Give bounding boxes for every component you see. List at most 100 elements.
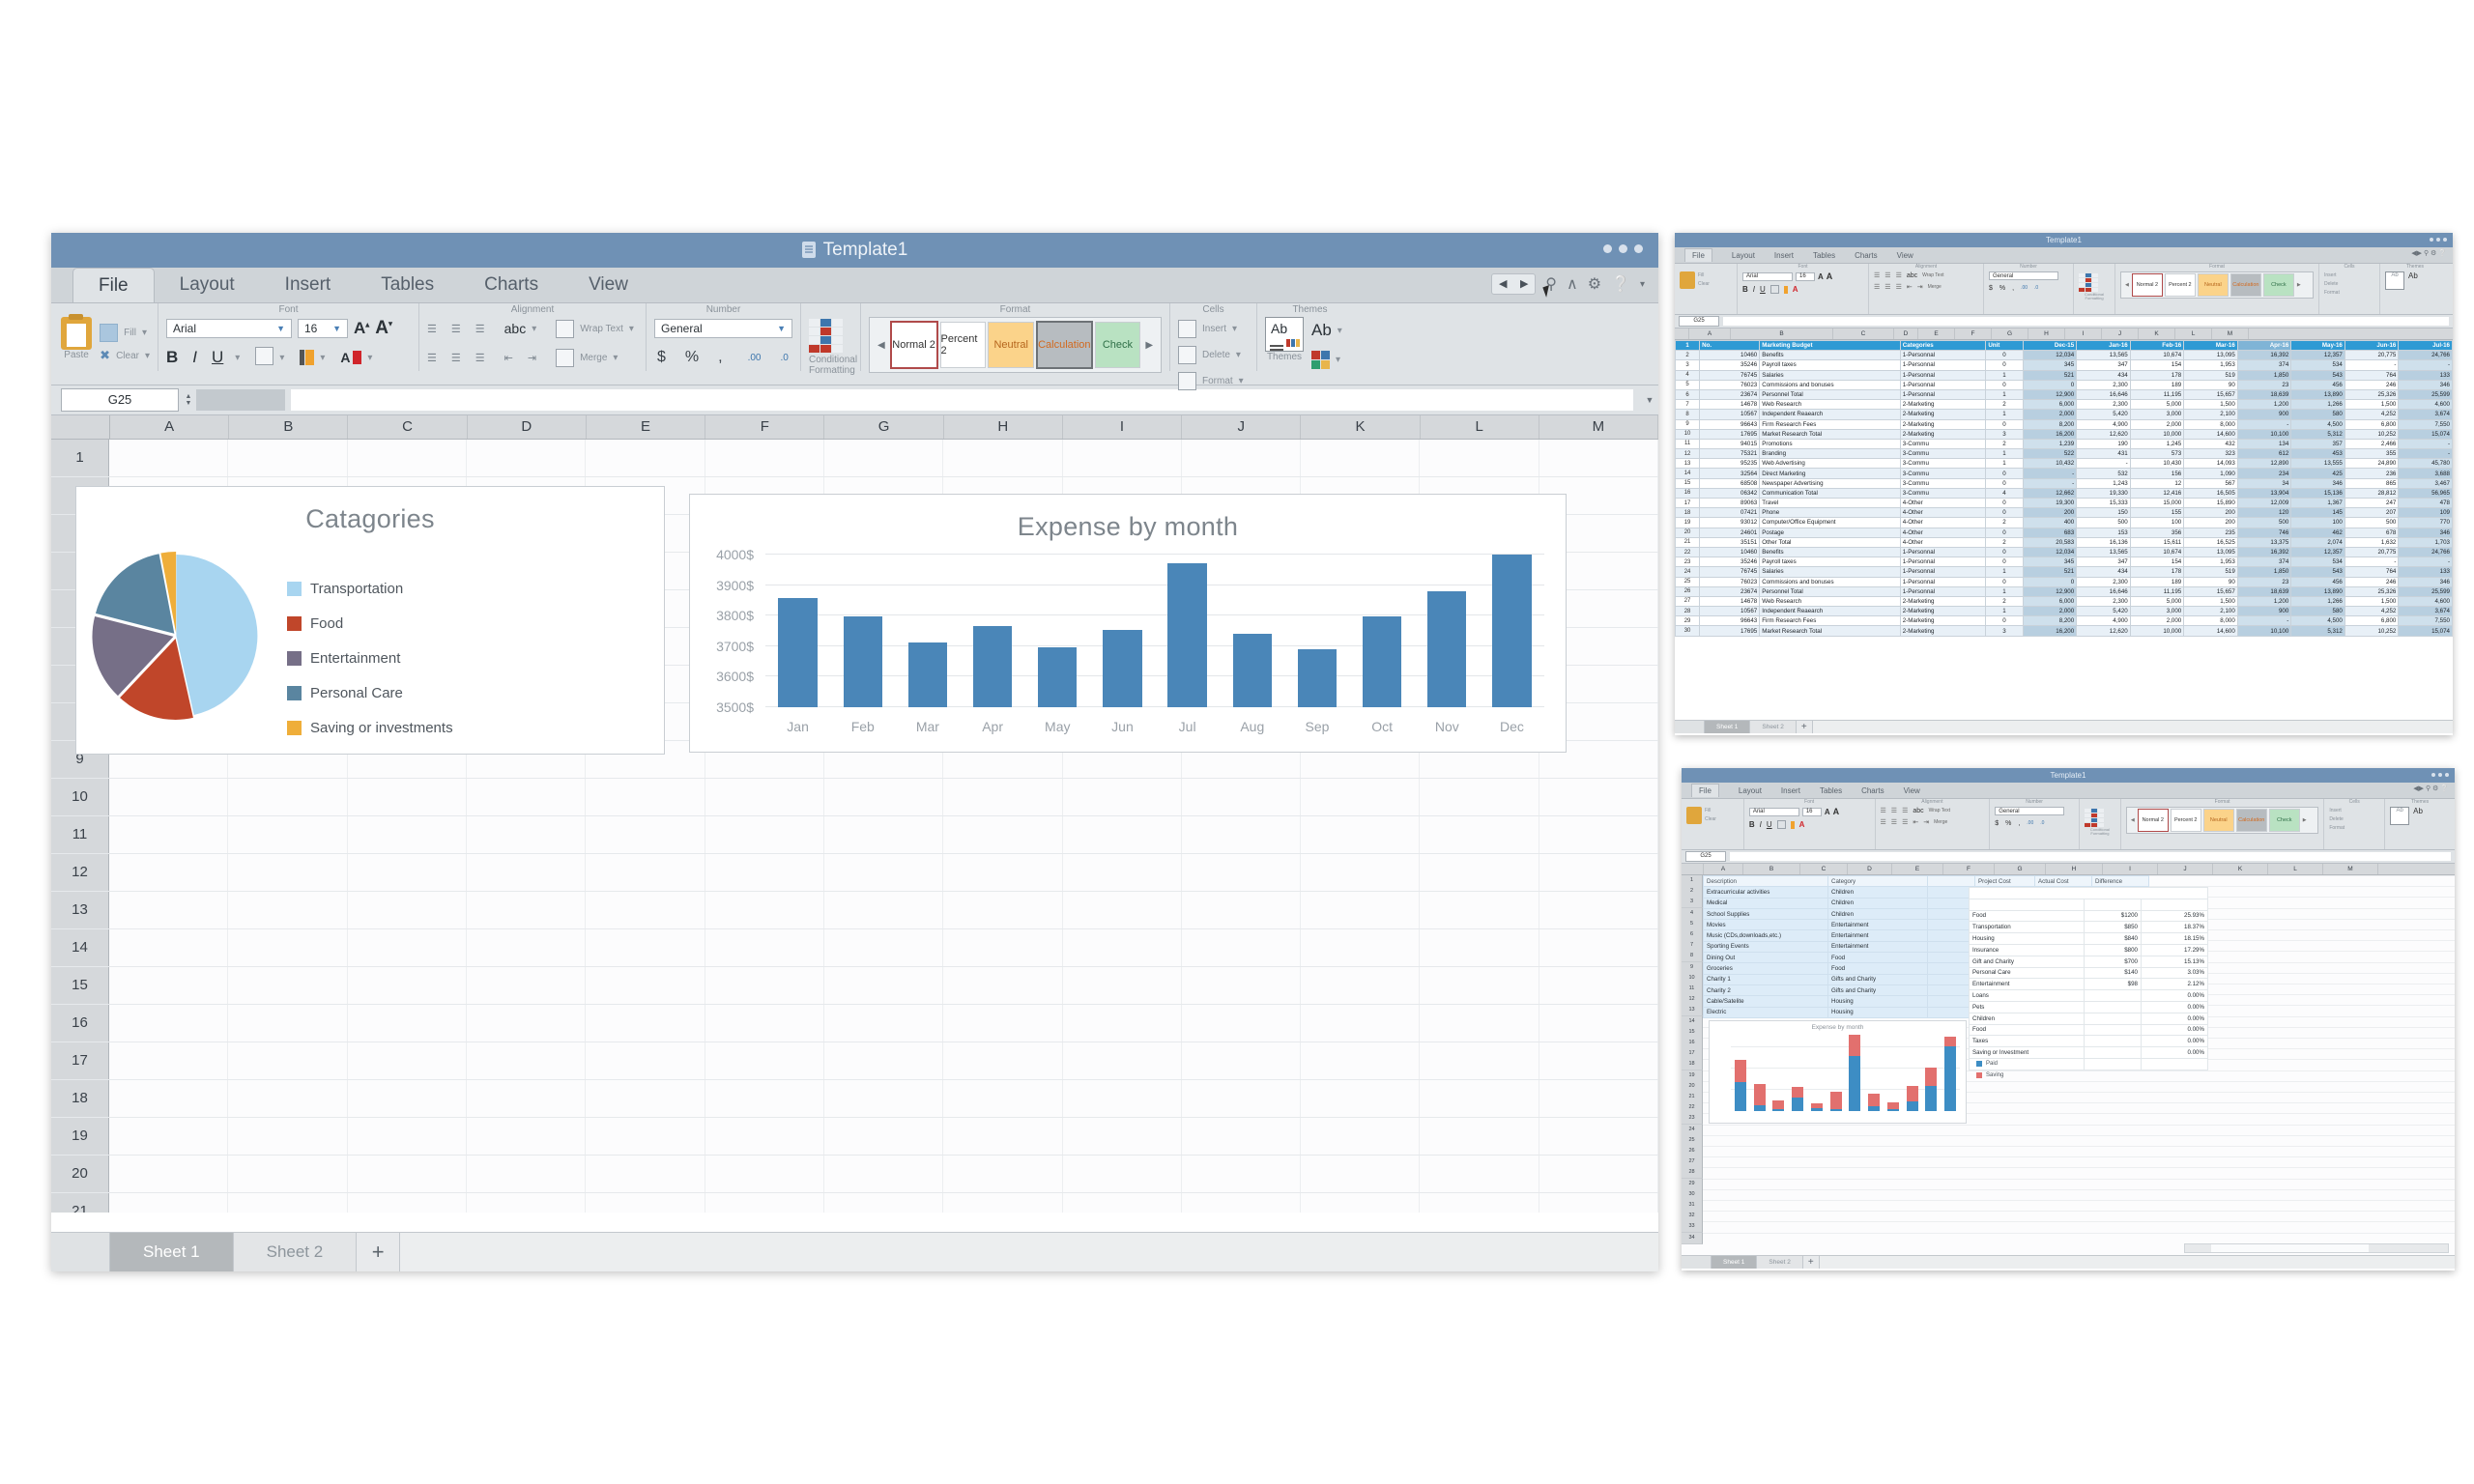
sm-tr-cf-label[interactable]: Conditional Formatting (2084, 292, 2104, 301)
grid-cell[interactable] (1182, 1042, 1302, 1079)
sm-br-orientation-icon[interactable]: abc (1913, 807, 1924, 814)
budget-cell[interactable]: Food (1827, 962, 1928, 975)
values-cell[interactable]: 18.37% (2141, 921, 2208, 934)
grid-cell[interactable] (228, 1118, 348, 1155)
decrease-indent-icon[interactable]: ⇤ (503, 352, 513, 364)
sm-br-sheet-tab-1[interactable]: Sheet 1 (1712, 1256, 1758, 1269)
fill-color-icon[interactable] (300, 350, 315, 365)
grid-cell[interactable] (1420, 1118, 1539, 1155)
grid-cell[interactable] (348, 1118, 467, 1155)
table-cell[interactable]: 0 (1985, 615, 2024, 627)
sm-br-theme-fonts-icon[interactable]: Ab (2413, 807, 2423, 815)
table-cell[interactable]: Salaries (1759, 566, 1901, 578)
column-header-c[interactable]: C (348, 415, 468, 439)
table-row[interactable]: 3 35246 Payroll taxes 1-Personnal 0 345 347 154… (1675, 359, 2453, 371)
table-cell[interactable]: 521 (2022, 369, 2078, 381)
table-cell[interactable]: 134 (2236, 438, 2292, 450)
table-cell[interactable]: 12,034 (2022, 546, 2078, 558)
column-header-k[interactable]: K (2139, 328, 2175, 339)
grid-cell[interactable] (228, 854, 348, 891)
sm-tr-orientation-icon[interactable]: abc (1906, 271, 1918, 279)
table-cell[interactable]: 13,555 (2290, 458, 2345, 470)
select-all-corner[interactable] (1675, 328, 1689, 339)
table-cell[interactable]: 1 (1985, 566, 2024, 578)
sm-br-currency[interactable]: $ (1995, 820, 1999, 827)
budget-cell[interactable]: Charity 2 (1703, 984, 1828, 997)
sm-tr-tab-view[interactable]: View (1896, 250, 1913, 260)
grid-cell[interactable] (1301, 440, 1421, 476)
column-header-i[interactable]: I (1063, 415, 1183, 439)
grid-cell[interactable] (1420, 967, 1539, 1004)
grid-cell[interactable] (1182, 1118, 1302, 1155)
table-row[interactable]: 21 35151 Other Total 4-Other 2 20,583 16,136 15… (1675, 536, 2453, 548)
sm-tr-align-middle-icon[interactable]: ☰ (1884, 272, 1891, 279)
budget-cell[interactable]: Dining Out (1703, 952, 1828, 964)
table-cell[interactable]: 13,095 (2183, 350, 2238, 361)
comma-format-button[interactable]: , (718, 349, 723, 365)
table-cell[interactable]: 25,599 (2398, 388, 2453, 401)
grid-cell[interactable] (1301, 1193, 1421, 1213)
table-cell[interactable]: 4,252 (2344, 606, 2400, 617)
grid-cell[interactable] (943, 967, 1063, 1004)
grid-cell[interactable] (943, 1193, 1063, 1213)
grid-row[interactable]: 14 (51, 929, 1658, 967)
grid-cell[interactable] (348, 779, 467, 815)
grid-cell[interactable] (1539, 1156, 1658, 1192)
style-calculation[interactable]: Calculation (1036, 321, 1093, 369)
grid-cell[interactable] (1063, 892, 1182, 928)
row-header[interactable]: 1 (51, 440, 109, 476)
table-cell[interactable]: 90 (2183, 576, 2238, 587)
table-row[interactable]: 26 23674 Personnel Total 1-Personnal 1 12,900… (1675, 585, 2453, 597)
grid-cell[interactable] (824, 1080, 944, 1117)
table-cell[interactable]: 1-Personnal (1899, 585, 1987, 597)
column-header-j[interactable]: J (2102, 328, 2139, 339)
row-header[interactable]: 12 (1675, 448, 1701, 460)
table-cell[interactable]: 25,599 (2398, 585, 2453, 597)
table-row[interactable]: 30 17695 Market Research Total 2-Marketing 3… (1675, 625, 2453, 637)
table-cell[interactable]: 207 (2344, 507, 2400, 519)
sm-br-style-calculation[interactable]: Calculation (2235, 809, 2267, 832)
table-cell[interactable]: 346 (2290, 477, 2345, 489)
sm-br-style-check[interactable]: Check (2268, 809, 2300, 832)
table-cell[interactable]: 612 (2236, 448, 2292, 460)
table-cell[interactable]: Newspaper Advertising (1759, 477, 1901, 489)
table-cell[interactable]: 76745 (1699, 369, 1761, 381)
table-cell[interactable]: 3-Commu (1899, 477, 1987, 489)
table-cell[interactable]: - (2076, 458, 2131, 470)
grid-cell[interactable] (1539, 967, 1658, 1004)
table-cell[interactable]: 2-Marketing (1899, 428, 1987, 440)
table-cell[interactable]: 15,000 (2129, 497, 2185, 509)
table-cell[interactable]: 1,850 (2236, 566, 2292, 578)
table-cell[interactable]: 12,900 (2022, 585, 2078, 597)
row-header[interactable]: 31 (1682, 1200, 1703, 1212)
table-cell[interactable]: 17695 (1699, 428, 1761, 440)
table-cell[interactable]: 4,600 (2398, 595, 2453, 608)
values-cell[interactable]: $840 (2084, 932, 2142, 945)
table-cell[interactable]: 154 (2129, 556, 2185, 568)
grid-cell[interactable] (467, 741, 587, 778)
table-cell[interactable]: 154 (2129, 359, 2185, 371)
table-cell[interactable]: 2-Marketing (1899, 409, 1987, 420)
table-cell[interactable]: 1,200 (2236, 595, 2292, 608)
help-icon[interactable]: ❔ (1611, 276, 1630, 293)
grid-cell[interactable] (1420, 929, 1539, 966)
budget-cell[interactable]: Children (1827, 897, 1928, 909)
grid-cell[interactable] (824, 892, 944, 928)
table-cell[interactable]: 534 (2290, 359, 2345, 371)
sm-tr-sheet-tab-2[interactable]: Sheet 2 (1750, 721, 1797, 733)
table-cell[interactable]: 93012 (1699, 517, 1761, 528)
grid-cell[interactable] (1539, 703, 1658, 740)
table-cell[interactable]: 1-Personnal (1899, 359, 1987, 371)
grid-cell[interactable] (1301, 779, 1421, 815)
table-cell[interactable]: 1,367 (2290, 497, 2345, 509)
table-cell[interactable]: 2,300 (2076, 379, 2131, 390)
table-cell[interactable]: 3-Commu (1899, 448, 1987, 460)
table-cell[interactable]: 543 (2290, 369, 2345, 381)
sm-tr-style-check[interactable]: Check (2262, 273, 2294, 297)
row-header[interactable]: 27 (1675, 595, 1701, 608)
table-cell[interactable]: 10,252 (2344, 625, 2400, 637)
sm-br-clear-label[interactable]: Clear (1705, 816, 1716, 822)
search-icon[interactable]: ⚲ (1545, 276, 1557, 293)
add-sheet-button[interactable]: + (357, 1233, 401, 1271)
table-cell[interactable]: 3,688 (2398, 468, 2453, 479)
